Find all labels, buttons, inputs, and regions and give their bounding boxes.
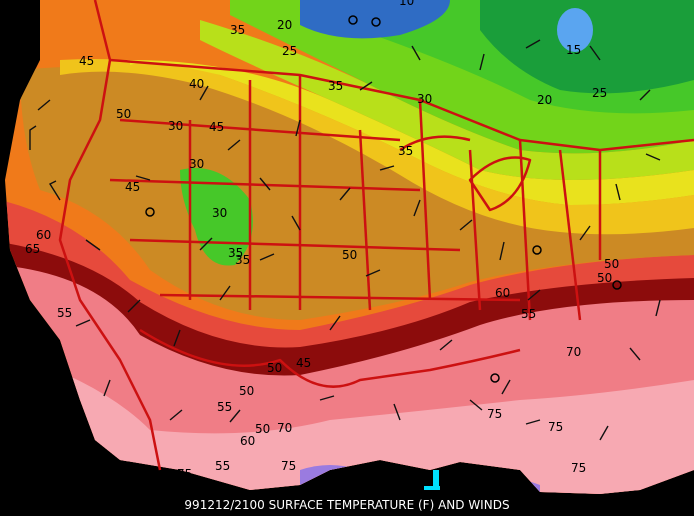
band-40 [130, 60, 694, 205]
contour-label: 70 [277, 421, 292, 435]
contour-label: 45 [79, 54, 94, 68]
contour-label: 60 [240, 434, 255, 448]
contour-label: 50 [604, 257, 619, 271]
band-65 [5, 240, 694, 376]
contour-label: 55 [57, 306, 72, 320]
contour-label: 25 [282, 44, 297, 58]
wind-barbs [29, 39, 661, 441]
contour-label: 55 [521, 307, 536, 321]
contour-label: 50 [116, 107, 131, 121]
contour-label: 60 [36, 228, 51, 242]
contour-label: 55 [215, 459, 230, 473]
contour-label: 50 [255, 422, 270, 436]
contour-label: 35 [235, 253, 250, 267]
contour-label: 50 [342, 248, 357, 262]
contour-label: 75 [548, 420, 563, 434]
map-caption: 991212/2100 SURFACE TEMPERATURE (F) AND … [0, 494, 694, 516]
contour-label: 20 [277, 18, 292, 32]
contour-label: 45 [209, 120, 224, 134]
contour-label: 35 [228, 246, 243, 260]
band-45 [60, 59, 694, 235]
contour-label: 35 [328, 79, 343, 93]
contour-label: 50 [239, 384, 254, 398]
contour-label: 45 [125, 180, 140, 194]
contour-label: 30 [168, 119, 183, 133]
contour-label: 20 [537, 93, 552, 107]
band-60 [5, 200, 694, 348]
contour-label: 40 [189, 77, 204, 91]
band-35 [200, 20, 694, 180]
state-borders [58, 0, 694, 471]
contour-label: 50 [597, 271, 612, 285]
contour-label: 75 [177, 467, 192, 481]
contour-label: 10 [399, 0, 414, 8]
legend-swatch [433, 470, 439, 486]
contour-label: 75 [281, 459, 296, 473]
contour-label: 75 [487, 407, 502, 421]
contour-label: 15 [566, 43, 581, 57]
contour-label: 55 [217, 400, 232, 414]
band-10 [557, 8, 593, 52]
contour-label: 30 [212, 206, 227, 220]
contour-label: 65 [25, 242, 40, 256]
contour-label: 60 [495, 286, 510, 300]
station-circles [145, 15, 622, 383]
contour-label: 30 [417, 92, 432, 106]
band-15-cold-pool [300, 0, 450, 39]
band-20 [480, 0, 694, 94]
contour-label: 50 [267, 361, 282, 375]
contour-label: 75 [571, 461, 586, 475]
contour-label: 30 [189, 157, 204, 171]
contour-label: 25 [592, 86, 607, 100]
legend-swatch-base [424, 486, 440, 490]
rockies-cold-pocket [180, 168, 253, 266]
contour-labels: 10 20 35 25 15 20 25 45 40 35 30 50 30 4… [25, 0, 619, 481]
contour-label: 45 [296, 356, 311, 370]
contour-label: 35 [398, 144, 413, 158]
contour-label: 70 [566, 345, 581, 359]
contour-label: 35 [230, 23, 245, 37]
